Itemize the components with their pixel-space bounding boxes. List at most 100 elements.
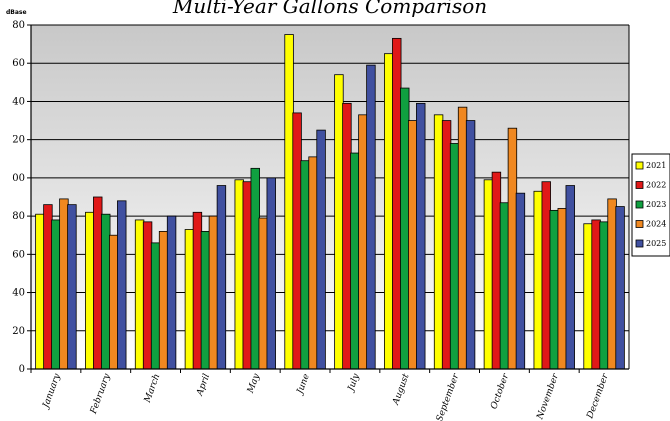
- y-unit-label: dBase: [6, 9, 27, 16]
- bar-2023-october: [499, 202, 510, 370]
- bar-2023-december: [599, 221, 609, 370]
- bar-2021-november: [533, 190, 543, 370]
- legend-label: 2023: [646, 200, 666, 209]
- legend-swatch: [635, 161, 644, 170]
- bar-2024-february: [109, 234, 119, 370]
- y-tick-label: 60: [12, 249, 25, 260]
- bar-2025-november: [565, 185, 575, 370]
- legend-swatch: [635, 200, 644, 209]
- x-tick-labels: January February March April May June July Augu…: [41, 372, 612, 421]
- bar-2022-may: [242, 181, 252, 370]
- y-tick-labels: 0 20 40 60 80 00 20 40 60 80: [12, 20, 25, 375]
- bar-2023-march: [150, 242, 161, 370]
- bar-2025-december: [615, 206, 625, 370]
- bar-2023-april: [200, 230, 211, 370]
- y-tick-label: 0: [19, 364, 25, 375]
- bar-2021-may: [234, 179, 244, 370]
- bar-2024-august: [408, 120, 418, 370]
- x-tick-label: March: [142, 373, 162, 405]
- y-tick-label: 20: [12, 326, 25, 337]
- bar-2023-july: [350, 152, 360, 370]
- y-tick-label: 40: [12, 288, 25, 299]
- bar-2021-march: [134, 219, 145, 370]
- bar-2023-august: [400, 87, 410, 370]
- bar-2024-may: [258, 217, 268, 370]
- bar-2023-january: [51, 219, 61, 370]
- bar-2025-february: [117, 200, 127, 370]
- bar-2022-june: [292, 112, 302, 370]
- bar-2024-january: [59, 198, 69, 370]
- bar-2023-june: [300, 160, 310, 370]
- bar-2024-april: [208, 215, 219, 370]
- bar-2022-november: [541, 181, 551, 370]
- legend-swatch: [635, 181, 644, 189]
- legend-label: 2024: [646, 220, 666, 229]
- x-tick-label: May: [246, 372, 263, 396]
- x-tick-label: February: [89, 372, 113, 416]
- y-tick-label: 80: [12, 211, 25, 222]
- bar-2022-march: [142, 221, 153, 370]
- bar-2025-august: [416, 102, 426, 370]
- bar-2025-july: [366, 64, 376, 370]
- bar-2021-january: [35, 213, 45, 370]
- bar-2025-october: [515, 192, 526, 370]
- bar-2021-september: [433, 114, 444, 370]
- bar-2022-september: [441, 120, 452, 370]
- grid-lines: [31, 24, 629, 332]
- x-tick-label: September: [435, 372, 462, 421]
- legend-swatch: [635, 220, 644, 228]
- bar-2021-august: [384, 53, 394, 370]
- bar-2024-september: [457, 106, 468, 370]
- x-tick-label: April: [195, 372, 212, 397]
- bar-2022-december: [591, 219, 601, 370]
- bar-2021-july: [334, 74, 344, 370]
- axes: [27, 24, 630, 373]
- bar-2025-september: [465, 120, 476, 370]
- bar-2022-october: [491, 171, 502, 370]
- x-tick-label: August: [391, 372, 412, 407]
- bar-2025-may: [266, 177, 276, 370]
- x-tick-label: June: [295, 373, 312, 398]
- bar-2023-september: [449, 143, 460, 370]
- bar-2023-may: [250, 167, 260, 370]
- legend-label: 2025: [646, 239, 666, 248]
- bar-2024-october: [507, 127, 518, 370]
- x-tick-label: January: [41, 372, 63, 411]
- bar-2023-november: [549, 209, 559, 370]
- bar-2021-april: [184, 229, 195, 370]
- bar-2021-june: [284, 34, 294, 370]
- bar-2025-april: [216, 185, 227, 370]
- y-tick-label: 40: [12, 96, 25, 107]
- bars: [35, 34, 625, 370]
- y-tick-label: 80: [12, 20, 25, 31]
- bar-2022-february: [93, 196, 103, 370]
- legend-label: 2022: [646, 181, 666, 190]
- bar-2025-june: [316, 129, 326, 370]
- bar-2024-june: [308, 156, 318, 370]
- x-tick-label: October: [489, 372, 511, 411]
- bar-2023-february: [101, 213, 111, 370]
- bar-2024-november: [557, 208, 567, 370]
- plot-area: [31, 25, 629, 369]
- y-tick-label: 60: [12, 58, 25, 69]
- bar-2025-march: [166, 215, 177, 370]
- x-tick-label: November: [535, 372, 561, 421]
- bar-2022-august: [392, 37, 402, 370]
- legend: 2021 2022 2023 2024 2025: [631, 153, 670, 257]
- bar-2022-april: [192, 211, 203, 370]
- y-tick-label: 00: [12, 173, 25, 184]
- bar-2022-january: [43, 204, 53, 370]
- bar-2022-july: [342, 102, 352, 370]
- bar-2024-december: [607, 198, 617, 370]
- bar-2025-january: [67, 204, 77, 370]
- chart-title: Multi-Year Gallons Comparison: [172, 0, 487, 18]
- bar-2021-february: [85, 211, 95, 370]
- bar-2021-october: [483, 179, 494, 370]
- bar-2024-july: [358, 114, 368, 370]
- legend-label: 2021: [646, 161, 666, 170]
- bar-2024-march: [158, 230, 169, 370]
- x-tick-label: December: [585, 372, 611, 421]
- legend-swatch: [635, 239, 644, 248]
